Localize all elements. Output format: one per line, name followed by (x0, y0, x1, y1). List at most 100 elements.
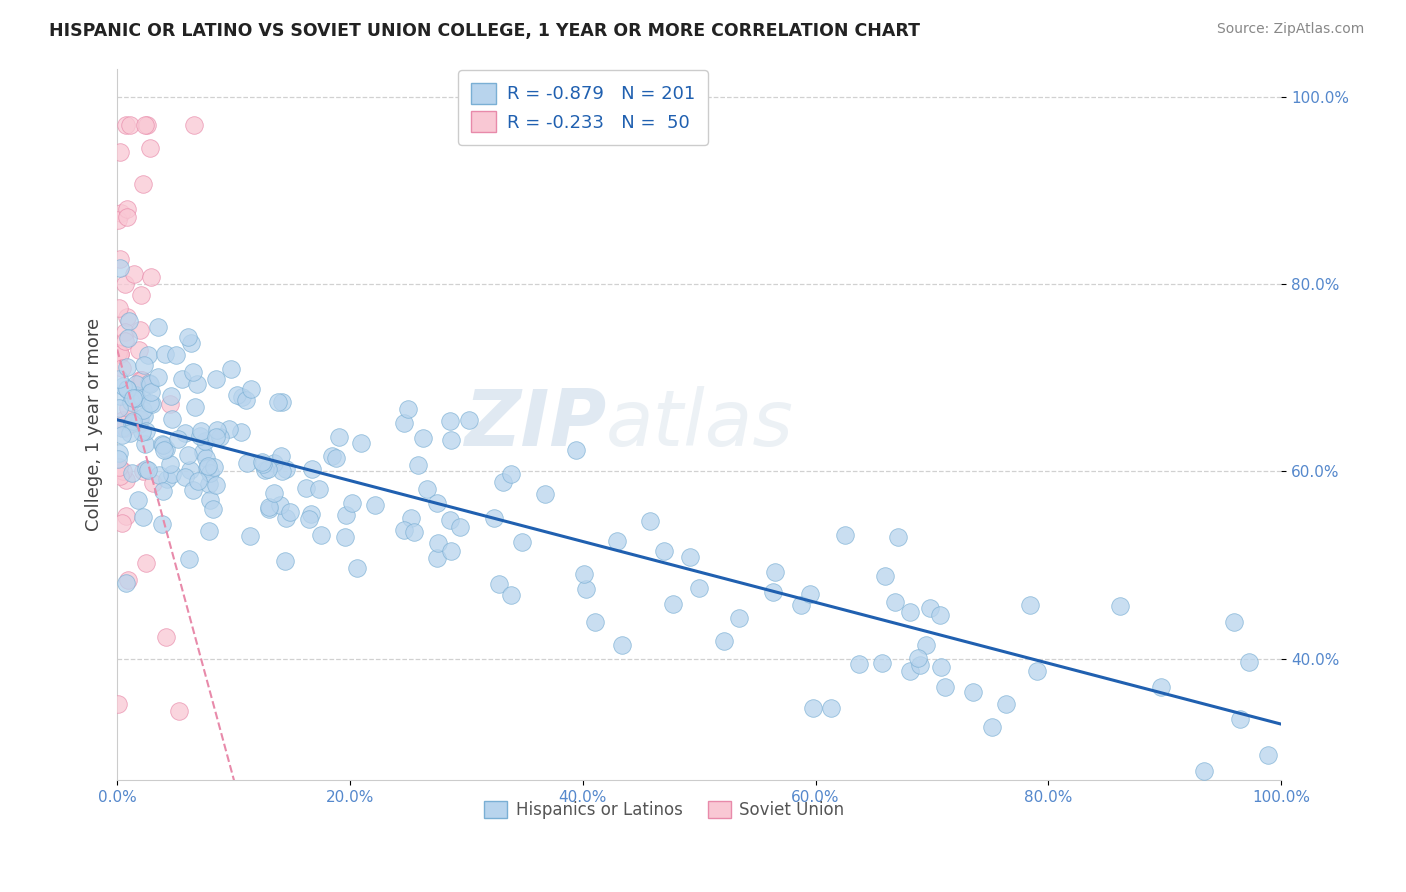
Point (662, 597, 685, 611)
Point (271, 464, 294, 478)
Point (834, 527, 856, 541)
Point (128, 373, 150, 387)
Point (121, 391, 143, 405)
Point (235, 393, 257, 408)
Point (132, 177, 155, 191)
Point (128, 411, 150, 425)
Point (110, 389, 132, 403)
Point (801, 700, 824, 714)
Point (426, 551, 449, 566)
Point (565, 443, 588, 458)
Point (135, 424, 157, 438)
Point (762, 585, 785, 599)
Point (280, 505, 302, 519)
Point (117, 310, 139, 325)
Point (179, 463, 201, 477)
Point (167, 433, 190, 447)
Point (848, 657, 870, 672)
Point (929, 659, 952, 673)
Point (114, 325, 136, 339)
Point (136, 463, 159, 477)
Point (426, 496, 449, 510)
Point (132, 409, 155, 423)
Point (165, 348, 187, 362)
Point (191, 444, 214, 458)
Point (870, 656, 893, 670)
Point (124, 268, 146, 282)
Point (121, 416, 143, 430)
Point (152, 438, 174, 452)
Point (488, 577, 510, 591)
Point (188, 429, 211, 443)
Point (873, 569, 896, 583)
Point (412, 431, 434, 445)
Text: ZIP: ZIP (464, 386, 606, 462)
Point (129, 288, 152, 302)
Point (350, 435, 373, 450)
Point (920, 601, 942, 615)
Point (270, 394, 292, 409)
Point (638, 514, 661, 528)
Point (160, 389, 183, 403)
Point (115, 202, 138, 216)
Point (269, 498, 291, 512)
Point (898, 605, 921, 619)
Point (799, 587, 821, 601)
Point (572, 567, 595, 582)
Point (200, 493, 222, 508)
Point (195, 460, 218, 475)
Point (139, 385, 162, 400)
Point (205, 478, 228, 492)
Point (150, 436, 173, 450)
Point (392, 523, 415, 537)
Point (117, 573, 139, 587)
Point (252, 455, 274, 469)
Point (301, 462, 323, 476)
Point (208, 430, 231, 444)
Point (396, 401, 419, 416)
Point (981, 720, 1004, 734)
Text: atlas: atlas (606, 386, 794, 462)
Point (183, 118, 205, 132)
Point (114, 334, 136, 348)
Point (111, 428, 134, 442)
Point (458, 412, 481, 426)
Point (308, 482, 330, 496)
Point (132, 403, 155, 417)
Point (610, 639, 633, 653)
Point (181, 366, 204, 380)
Point (929, 608, 952, 623)
Point (440, 543, 463, 558)
Point (335, 530, 357, 544)
Text: Source: ZipAtlas.com: Source: ZipAtlas.com (1216, 22, 1364, 37)
Point (790, 598, 813, 612)
Point (1026, 664, 1049, 678)
Point (295, 481, 318, 495)
Point (501, 588, 523, 602)
Point (299, 507, 322, 521)
Point (132, 464, 155, 478)
Point (427, 535, 450, 549)
Point (1109, 599, 1132, 613)
Point (114, 421, 136, 435)
Point (108, 372, 131, 386)
Point (399, 511, 422, 525)
Point (128, 411, 150, 425)
Point (321, 449, 343, 463)
Point (177, 330, 200, 344)
Point (184, 400, 207, 414)
Point (1150, 681, 1173, 695)
Point (1223, 615, 1246, 629)
Point (231, 390, 253, 404)
Point (108, 347, 131, 361)
Point (583, 615, 606, 629)
Point (131, 373, 153, 387)
Point (325, 451, 347, 466)
Point (128, 323, 150, 337)
Point (107, 346, 129, 360)
Point (131, 392, 153, 406)
Point (180, 335, 202, 350)
Point (128, 343, 150, 358)
Point (110, 205, 132, 219)
Point (652, 544, 675, 558)
